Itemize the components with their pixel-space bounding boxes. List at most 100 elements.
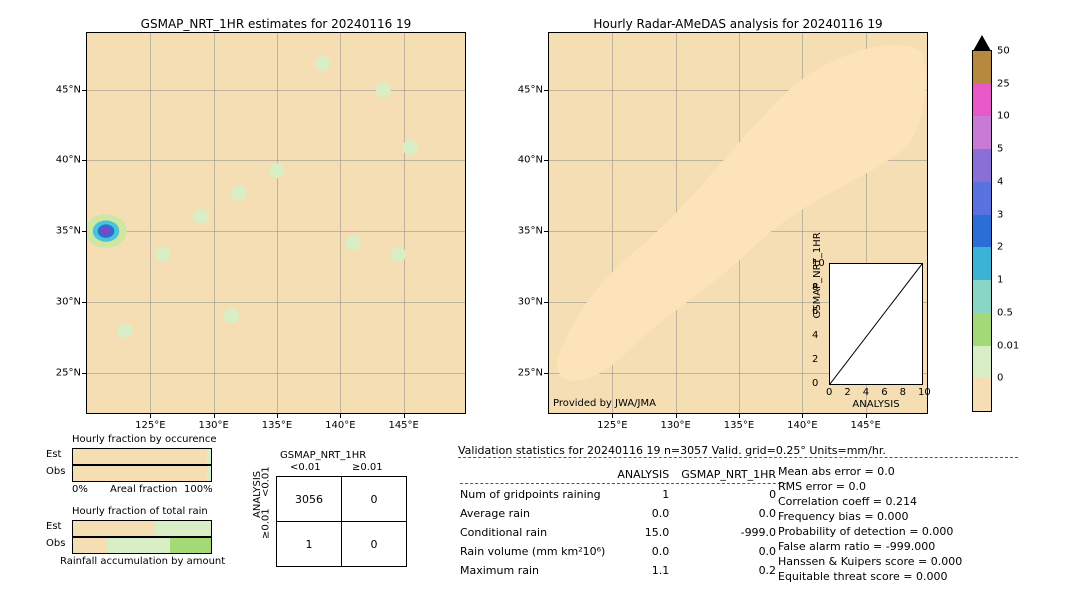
fraction-row-label: Est <box>46 449 61 460</box>
inset-ytick: 2 <box>812 354 818 365</box>
validation-cell: 0.0 <box>681 543 786 560</box>
colorbar-segment <box>973 280 991 313</box>
validation-col-header: ANALYSIS <box>617 466 679 484</box>
inset-ytick: 4 <box>812 330 818 341</box>
validation-col-header: GSMAP_NRT_1HR <box>681 466 786 484</box>
colorbar-tick-label: 0 <box>997 373 1003 384</box>
contingency-top-label: GSMAP_NRT_1HR <box>280 450 366 461</box>
fraction-segment <box>207 449 211 464</box>
colorbar-tick-label: 1 <box>997 275 1003 286</box>
fraction-row-label: Obs <box>46 538 65 549</box>
ytick-label: 35°N <box>49 226 81 237</box>
colorbar-tick-label: 4 <box>997 176 1003 187</box>
fraction-bar <box>72 448 212 465</box>
validation-cell: 1.1 <box>617 562 679 579</box>
fraction-footer: Rainfall accumulation by amount <box>60 556 225 567</box>
inset-xlabel: ANALYSIS <box>852 399 899 410</box>
colorbar-segment <box>973 313 991 346</box>
precip-hotspot <box>101 227 110 234</box>
fraction-segment <box>108 538 170 553</box>
colorbar-tick-label: 25 <box>997 78 1010 89</box>
inset-diagonal <box>830 264 922 384</box>
inset-ytick: 0 <box>812 378 818 389</box>
xtick-label: 135°E <box>262 420 292 431</box>
fraction-segment <box>73 466 207 481</box>
ytick-label: 30°N <box>511 296 543 307</box>
colorbar-segment <box>973 247 991 280</box>
inset-xtick: 0 <box>826 387 832 398</box>
fraction-segment <box>73 521 156 536</box>
ytick-label: 25°N <box>511 367 543 378</box>
validation-table: ANALYSISGSMAP_NRT_1HR Num of gridpoints r… <box>458 464 788 581</box>
fraction-bar <box>72 520 212 537</box>
ytick-label: 35°N <box>511 226 543 237</box>
validation-cell: Num of gridpoints raining <box>460 486 615 503</box>
validation-cell: 15.0 <box>617 524 679 541</box>
xtick-label: 125°E <box>597 420 627 431</box>
colorbar: 502510543210.50.010 <box>972 50 992 412</box>
validation-cell: Maximum rain <box>460 562 615 579</box>
xtick-label: 140°E <box>325 420 355 431</box>
contingency-col-header: <0.01 <box>290 462 321 473</box>
inset-xtick: 4 <box>863 387 869 398</box>
contingency-cell: 1 <box>277 522 342 567</box>
validation-cell: 0 <box>681 486 786 503</box>
xtick-label: 130°E <box>198 420 228 431</box>
colorbar-segment <box>973 215 991 248</box>
validation-cell: 1 <box>617 486 679 503</box>
colorbar-segment <box>973 149 991 182</box>
amedas-map-panel: Hourly Radar-AMeDAS analysis for 2024011… <box>548 32 928 414</box>
xtick-label: 140°E <box>787 420 817 431</box>
colorbar-segment <box>973 378 991 411</box>
contingency-row-header: ≥0.01 <box>261 508 272 539</box>
light-precip-speckle <box>117 56 417 339</box>
coastline-svg <box>87 33 467 415</box>
colorbar-segment <box>973 182 991 215</box>
validation-col-header <box>460 466 615 484</box>
validation-stat: False alarm ratio = -999.000 <box>778 539 962 554</box>
ytick-label: 40°N <box>511 155 543 166</box>
validation-cell: 0.0 <box>681 505 786 522</box>
fraction-xlabel: Areal fraction <box>110 484 177 495</box>
validation-stat: Equitable threat score = 0.000 <box>778 569 962 584</box>
xtick-label: 145°E <box>388 420 418 431</box>
colorbar-segment <box>973 346 991 379</box>
colorbar-overflow-arrow <box>973 35 991 51</box>
fraction-segment <box>73 449 207 464</box>
xtick-label: 135°E <box>724 420 754 431</box>
validation-cell: Conditional rain <box>460 524 615 541</box>
fraction-title: Hourly fraction by occurence <box>72 434 216 445</box>
fraction-row-label: Obs <box>46 466 65 477</box>
provided-by-label: Provided by JWA/JMA <box>553 398 656 409</box>
ytick-label: 25°N <box>49 367 81 378</box>
validation-cell: Rain volume (mm km²10⁶) <box>460 543 615 560</box>
validation-stat: Correlation coeff = 0.214 <box>778 494 962 509</box>
colorbar-tick-label: 5 <box>997 144 1003 155</box>
colorbar-tick-label: 0.01 <box>997 340 1019 351</box>
validation-stat: Frequency bias = 0.000 <box>778 509 962 524</box>
validation-stat: Mean abs error = 0.0 <box>778 464 962 479</box>
gsmap-map-title: GSMAP_NRT_1HR estimates for 20240116 19 <box>87 17 465 31</box>
fraction-segment <box>207 466 211 481</box>
validation-stat: RMS error = 0.0 <box>778 479 962 494</box>
fraction-segment <box>73 538 108 553</box>
scatter-inset: 00224466881010ANALYSISGSMAP_NRT_1HR <box>829 263 923 385</box>
ytick-label: 45°N <box>49 84 81 95</box>
ytick-label: 40°N <box>49 155 81 166</box>
colorbar-tick-label: 3 <box>997 209 1003 220</box>
contingency-table: 3056010 <box>276 476 407 567</box>
xtick-label: 130°E <box>660 420 690 431</box>
fraction-segment <box>170 538 211 553</box>
xtick-label: 145°E <box>850 420 880 431</box>
validation-stat: Probability of detection = 0.000 <box>778 524 962 539</box>
inset-xtick: 6 <box>881 387 887 398</box>
fraction-xright: 100% <box>184 484 213 495</box>
xtick-label: 125°E <box>135 420 165 431</box>
contingency-cell: 0 <box>342 522 407 567</box>
validation-stats-list: Mean abs error = 0.0RMS error = 0.0Corre… <box>778 464 962 584</box>
validation-cell: -999.0 <box>681 524 786 541</box>
contingency-cell: 0 <box>342 477 407 522</box>
ytick-label: 45°N <box>511 84 543 95</box>
validation-cell: Average rain <box>460 505 615 522</box>
ytick-label: 30°N <box>49 296 81 307</box>
